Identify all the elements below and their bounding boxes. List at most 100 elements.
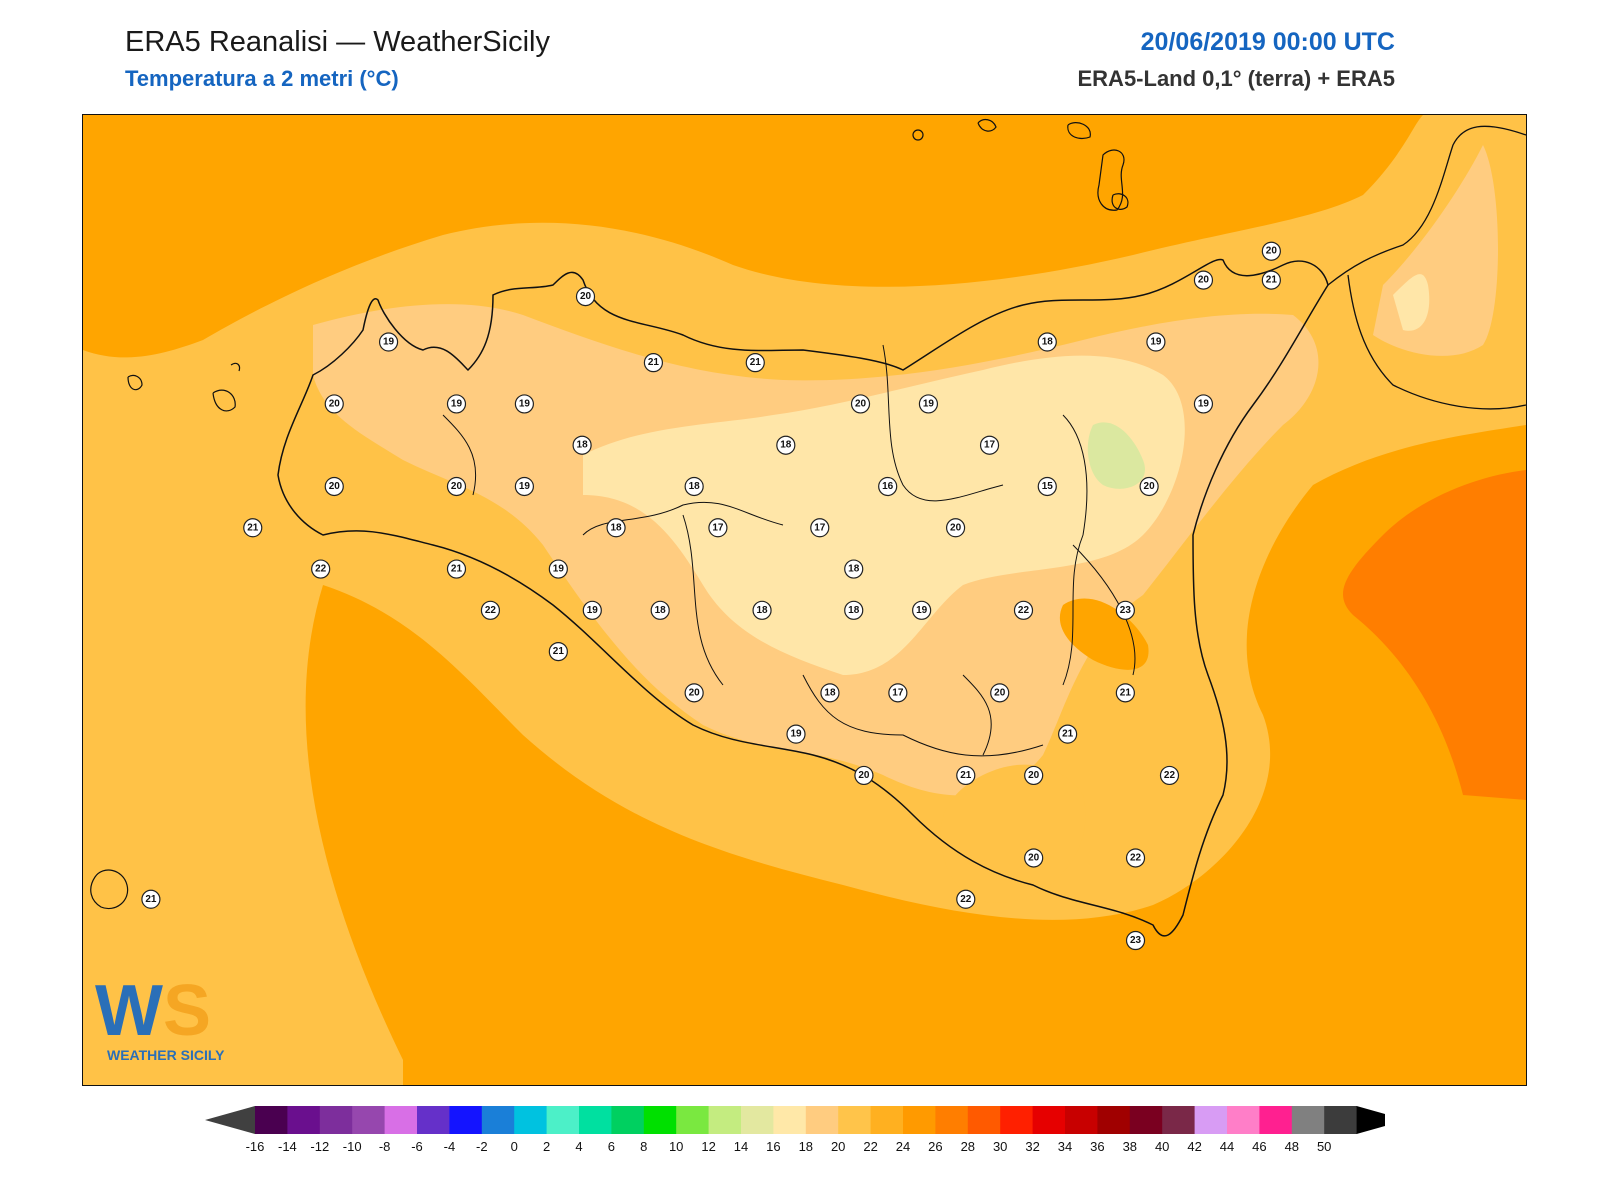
colorbar-tick-label: 48 [1285, 1139, 1299, 1154]
colorbar-svg: -16 -14 -12 -10 -8 -6 -4 -2 0 2 4 6 8 10 12 14 16 18 20 22 2… [205, 1106, 1407, 1154]
field-18-east [1393, 274, 1430, 331]
station-temperature: 19 [790, 729, 802, 740]
map-title: ERA5 Reanalisi — WeatherSicily [125, 26, 550, 58]
station-temperature: 21 [960, 770, 972, 781]
station-temperature: 19 [519, 481, 531, 492]
colorbar-swatch [1065, 1106, 1098, 1134]
calabria-coast [1327, 125, 1526, 410]
station-circle [324, 476, 344, 497]
station-circle [446, 476, 467, 497]
colorbar-tick-label: 34 [1058, 1139, 1072, 1154]
colorbar-tick-label: -4 [444, 1139, 456, 1154]
colorbar-tick-label: 38 [1123, 1139, 1137, 1154]
station-circle [776, 435, 796, 455]
station-marker: 20 [324, 476, 344, 497]
colorbar-swatch [741, 1106, 774, 1134]
station-marker: 17 [979, 435, 1000, 455]
station-marker: 20 [575, 287, 596, 307]
station-circle [643, 353, 664, 373]
colorbar-tick-label: 12 [701, 1139, 715, 1154]
colorbar-swatch [579, 1106, 612, 1134]
colorbar-swatch [805, 1106, 839, 1134]
station-temperature: 19 [553, 564, 565, 575]
temperature-map[interactable]: 19 20 20 19 19 21 21 18 20 19 18 19 21 20 20 19 18 17 16 15… [82, 114, 1527, 1086]
station-temperature: 19 [916, 605, 928, 616]
station-temperature: 18 [824, 687, 836, 698]
colorbar-swatch [255, 1106, 288, 1134]
station-temperature: 18 [756, 605, 768, 616]
colorbar-swatch [676, 1106, 710, 1134]
station-temperature: 20 [1028, 770, 1040, 781]
station-temperature: 21 [1120, 687, 1132, 698]
station-circle [820, 683, 840, 703]
station-marker: 22 [1125, 848, 1146, 868]
station-circle [956, 889, 976, 909]
station-circle [745, 353, 765, 373]
colorbar-tick-label: -8 [379, 1139, 391, 1154]
station-marker: 23 [1115, 600, 1135, 620]
station-temperature: 20 [1028, 852, 1040, 863]
colorbar-tick-label: 40 [1155, 1139, 1169, 1154]
station-circle [141, 889, 161, 909]
colorbar-tick-label: -14 [278, 1139, 297, 1154]
colorbar-tick-label: 0 [511, 1139, 518, 1154]
station-circle [1261, 241, 1281, 261]
station-circle [1115, 683, 1135, 703]
colorbar-swatch [514, 1106, 548, 1134]
station-temperature: 21 [247, 522, 259, 533]
station-marker: 20 [1261, 241, 1281, 261]
station-circle [912, 600, 932, 620]
egadi-islands [127, 362, 241, 412]
colorbar-tick-label: 44 [1220, 1139, 1234, 1154]
station-circle [844, 559, 864, 579]
colorbar-tick-label: 50 [1317, 1139, 1331, 1154]
colorbar-swatch [1000, 1106, 1034, 1134]
station-marker: 21 [1115, 683, 1135, 703]
station-marker: 19 [1193, 394, 1214, 414]
station-marker: 20 [684, 683, 704, 703]
station-circle [311, 559, 331, 579]
pantelleria [90, 869, 129, 910]
stations-layer: 19 20 20 19 19 21 21 18 20 19 18 19 21 20 20 19 18 17 16 15… [141, 241, 1281, 951]
colorbar-tick-label: 16 [766, 1139, 780, 1154]
colorbar-swatch [967, 1106, 1001, 1134]
station-marker: 20 [1139, 476, 1159, 497]
station-temperature: 20 [451, 481, 463, 492]
station-marker: 19 [446, 394, 467, 414]
station-circle [1193, 270, 1214, 290]
station-circle [446, 559, 467, 579]
station-marker: 21 [548, 641, 568, 662]
station-temperature: 15 [1042, 481, 1054, 492]
valid-datetime: 20/06/2019 00:00 UTC [1140, 28, 1395, 56]
station-temperature: 18 [848, 605, 860, 616]
colorbar-tick-label: 28 [961, 1139, 975, 1154]
station-marker: 20 [945, 518, 966, 538]
station-temperature: 20 [1266, 246, 1278, 257]
sicily-coastline [277, 258, 1329, 937]
colorbar-swatch [838, 1106, 872, 1134]
station-temperature: 18 [689, 481, 701, 492]
station-circle [1159, 765, 1180, 786]
colorbar-tick-label: 24 [896, 1139, 910, 1154]
station-marker: 19 [514, 394, 534, 414]
station-temperature: 22 [960, 894, 972, 905]
station-marker: 22 [480, 600, 501, 620]
station-temperature: 23 [1130, 935, 1142, 946]
station-marker: 22 [311, 559, 331, 579]
station-marker: 19 [1146, 332, 1166, 352]
station-marker: 18 [684, 476, 704, 497]
station-marker: 20 [324, 394, 344, 414]
colorbar-tick-label: -10 [343, 1139, 362, 1154]
svg-text:S: S [163, 971, 211, 1051]
station-temperature: 20 [994, 687, 1006, 698]
station-circle [548, 559, 568, 579]
station-marker: 18 [606, 518, 626, 538]
field-22-south [940, 764, 1086, 903]
station-circle [684, 476, 704, 497]
map-subtitle: Temperatura a 2 metri (°C) [125, 66, 399, 91]
station-circle [514, 394, 534, 414]
colorbar-swatch [319, 1106, 353, 1134]
ws-logo: W S WEATHER SICILY [95, 971, 225, 1063]
station-marker: 21 [956, 765, 976, 786]
station-circle [918, 394, 939, 414]
